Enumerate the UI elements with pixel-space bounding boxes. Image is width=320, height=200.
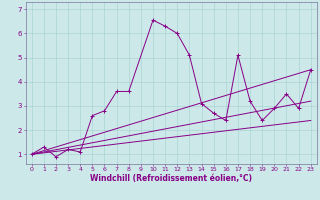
X-axis label: Windchill (Refroidissement éolien,°C): Windchill (Refroidissement éolien,°C)	[90, 174, 252, 183]
